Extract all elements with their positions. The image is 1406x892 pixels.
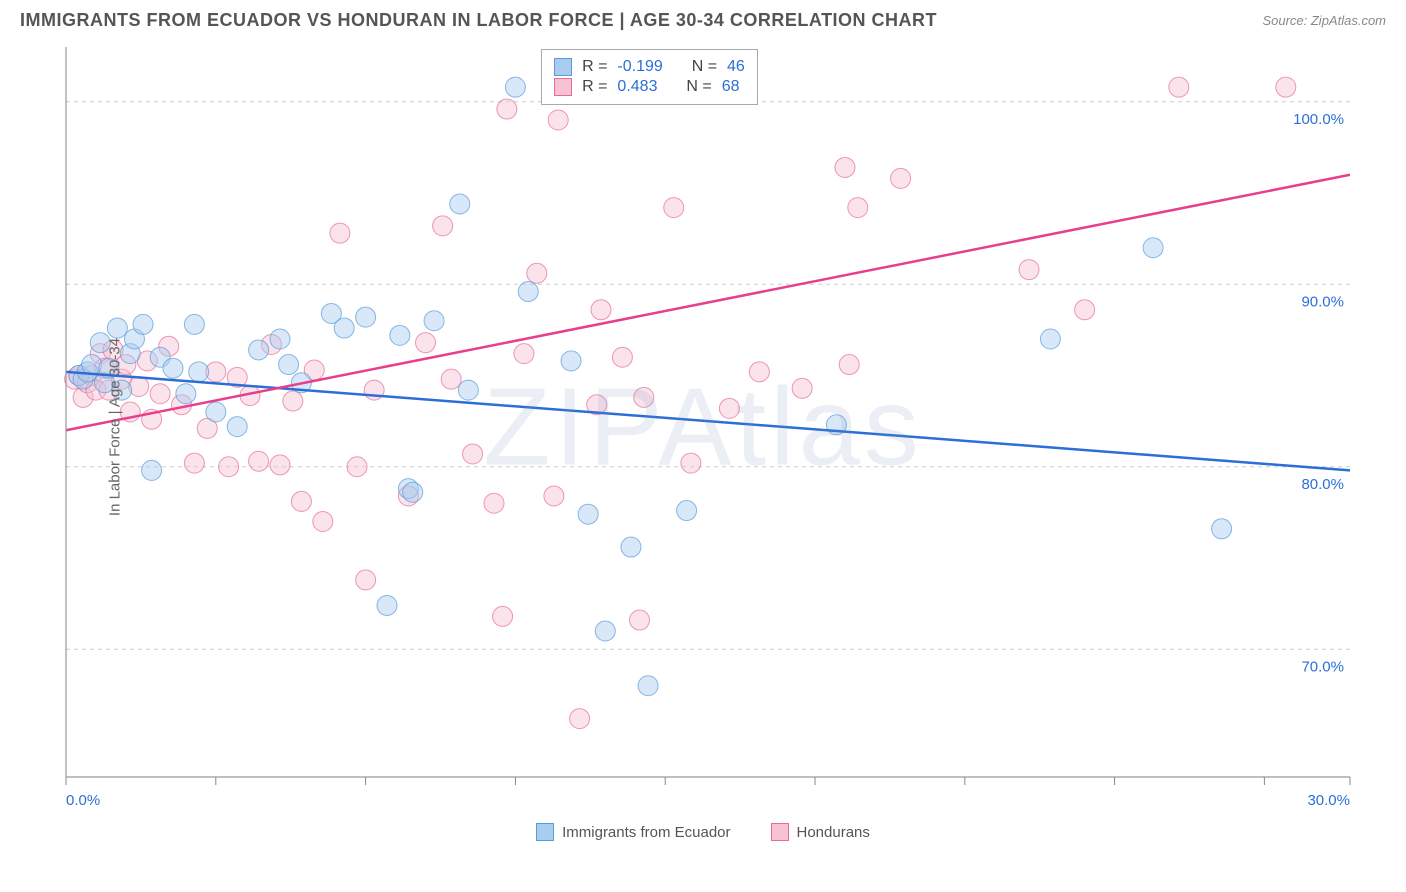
source-label: Source: ZipAtlas.com bbox=[1262, 13, 1386, 28]
svg-text:0.0%: 0.0% bbox=[66, 792, 100, 809]
chart-title: IMMIGRANTS FROM ECUADOR VS HONDURAN IN L… bbox=[20, 10, 937, 31]
svg-text:90.0%: 90.0% bbox=[1301, 293, 1344, 310]
svg-text:100.0%: 100.0% bbox=[1293, 111, 1344, 128]
legend-item-honduran: Hondurans bbox=[771, 823, 870, 841]
svg-text:80.0%: 80.0% bbox=[1301, 476, 1344, 493]
legend-item-ecuador: Immigrants from Ecuador bbox=[536, 823, 730, 841]
svg-text:30.0%: 30.0% bbox=[1307, 792, 1350, 809]
scatter-chart: 70.0% 80.0% 90.0% 100.0% 0.0% 30.0% bbox=[20, 37, 1360, 817]
y-axis-label: In Labor Force | Age 30-34 bbox=[107, 338, 124, 516]
chart-container: In Labor Force | Age 30-34 ZIPAtlas 70.0… bbox=[20, 37, 1386, 817]
legend-label: Immigrants from Ecuador bbox=[562, 824, 730, 841]
legend-swatch-icon bbox=[536, 823, 554, 841]
svg-text:70.0%: 70.0% bbox=[1301, 658, 1344, 675]
legend-swatch-icon bbox=[771, 823, 789, 841]
legend-label: Hondurans bbox=[797, 824, 870, 841]
legend: Immigrants from Ecuador Hondurans bbox=[0, 817, 1406, 841]
correlation-stats-box: R = -0.199 N = 46R = 0.483 N = 68 bbox=[541, 49, 758, 105]
